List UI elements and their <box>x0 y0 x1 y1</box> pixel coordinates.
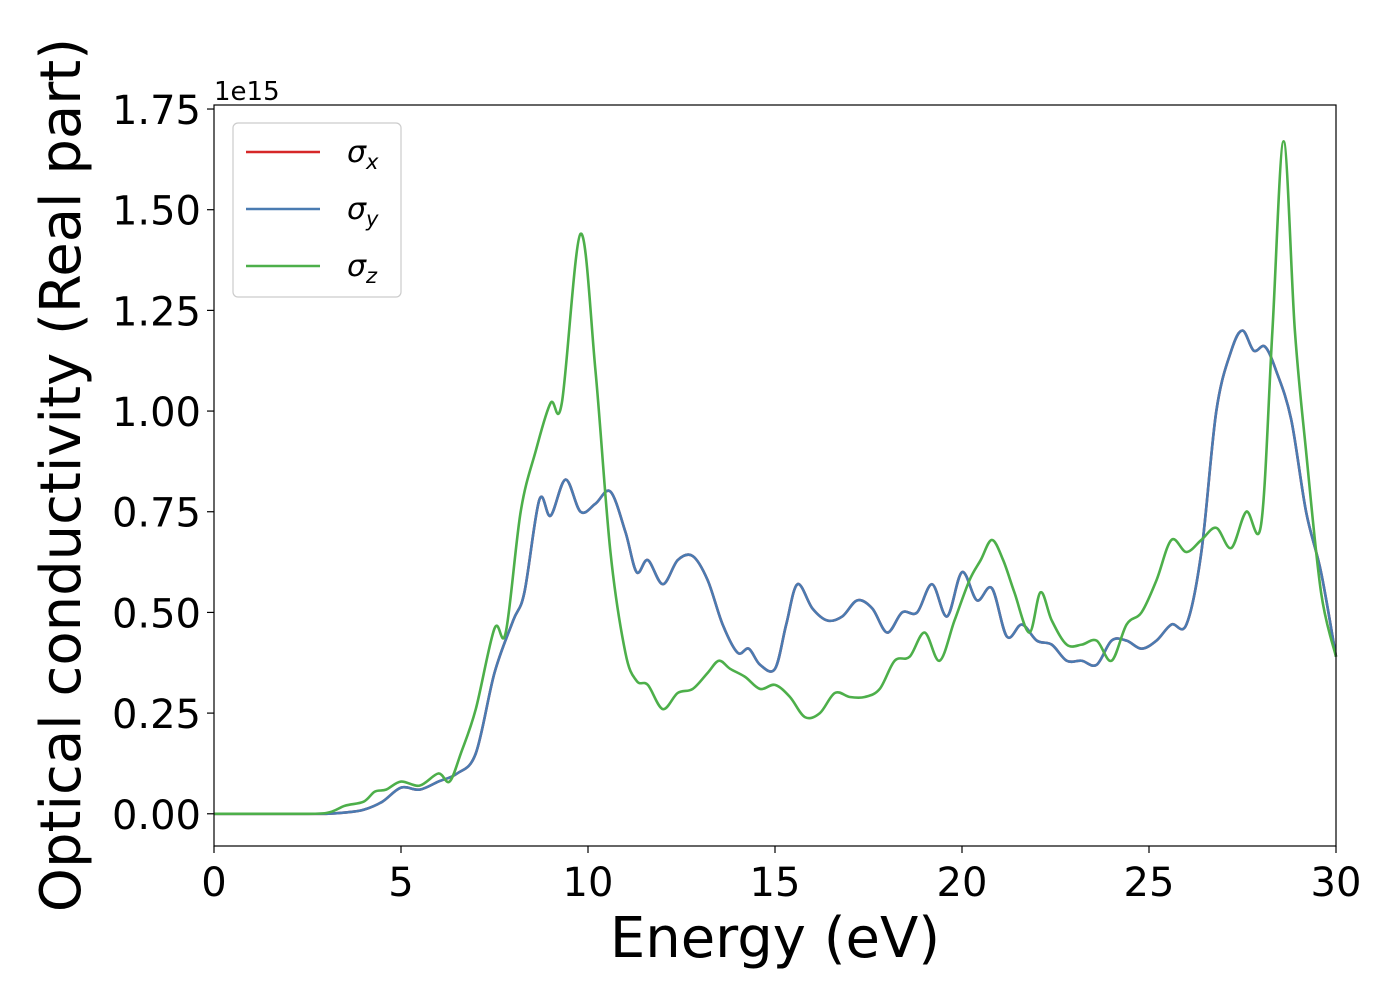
y-axis-offset-text: 1e15 <box>214 77 280 107</box>
x-tick-label: 20 <box>937 860 988 906</box>
legend-items: σx σy σz <box>246 135 379 288</box>
series-layer <box>214 139 1338 816</box>
x-tick-label: 15 <box>750 860 801 906</box>
legend-label-x: σx <box>347 135 379 174</box>
y-axis-ticks: 0.00 0.25 0.50 0.75 1.00 1.25 1.50 1.75 <box>112 88 214 839</box>
y-tick-label: 0.00 <box>112 793 201 839</box>
series-line-y <box>214 329 1338 816</box>
series-line-z <box>214 139 1338 816</box>
y-tick-label: 1.00 <box>112 390 201 436</box>
legend-label-z: σz <box>347 249 378 288</box>
y-tick-label: 0.50 <box>112 591 201 637</box>
legend: σx σy σz <box>232 122 402 298</box>
legend-label-y: σy <box>347 192 379 231</box>
x-tick-label: 30 <box>1311 860 1362 906</box>
y-axis-label: Optical conductivity (Real part) <box>29 38 94 912</box>
y-tick-label: 0.75 <box>112 491 201 537</box>
x-axis-ticks: 0 5 10 15 20 25 30 <box>201 846 1361 906</box>
y-tick-label: 0.25 <box>112 692 201 738</box>
y-tick-label: 1.25 <box>112 289 201 335</box>
y-tick-label: 1.75 <box>112 88 201 134</box>
x-tick-label: 0 <box>201 860 226 906</box>
x-tick-label: 10 <box>563 860 614 906</box>
y-tick-label: 1.50 <box>112 189 201 235</box>
x-tick-label: 5 <box>388 860 413 906</box>
x-tick-label: 25 <box>1124 860 1175 906</box>
x-axis-label: Energy (eV) <box>610 906 940 971</box>
